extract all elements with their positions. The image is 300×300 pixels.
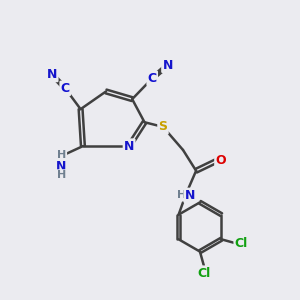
Text: H: H [57, 170, 66, 180]
Text: Cl: Cl [235, 237, 248, 250]
Text: N: N [185, 189, 195, 202]
Text: C: C [148, 72, 157, 85]
Text: H: H [57, 150, 66, 160]
Text: N: N [162, 59, 173, 72]
Text: H: H [177, 190, 186, 200]
Text: C: C [61, 82, 70, 95]
Text: N: N [124, 140, 134, 153]
Text: O: O [215, 154, 226, 167]
Text: Cl: Cl [197, 267, 210, 280]
Text: S: S [158, 120, 167, 134]
Text: N: N [47, 68, 57, 81]
Text: N: N [56, 160, 67, 172]
